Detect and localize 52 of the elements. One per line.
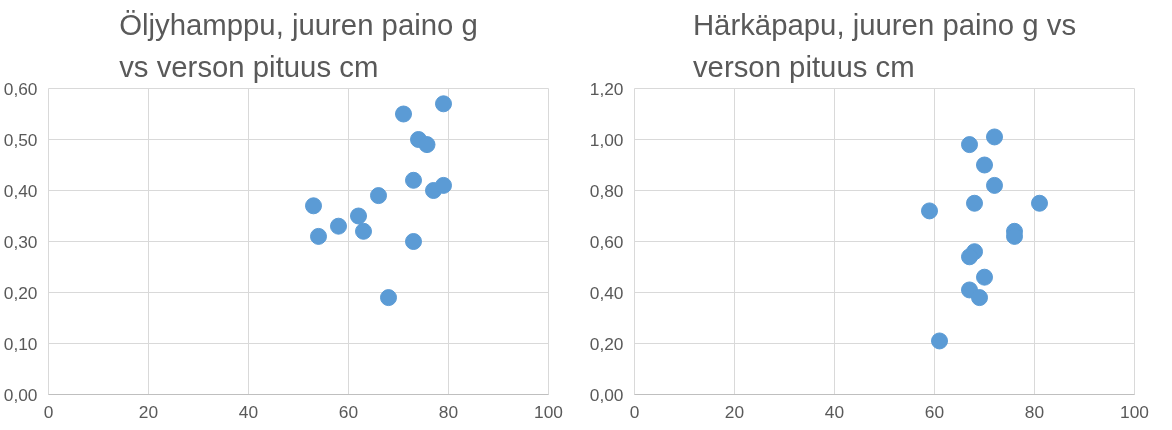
y-tick-label: 0,30 (3, 231, 38, 252)
chart-title: Öljyhamppu, juuren paino g vs verson pituus cm (119, 7, 478, 84)
y-tick-label: 0,20 (589, 333, 624, 354)
point (395, 105, 412, 123)
point (986, 176, 1003, 194)
point (961, 136, 978, 154)
chart-title: Härkäpapu, juuren paino g vs verson pituus cm (692, 7, 1077, 84)
point (405, 233, 422, 250)
point (435, 95, 452, 113)
point (435, 176, 452, 194)
point (350, 207, 367, 225)
point (405, 171, 422, 189)
x-tick-label: 60 (338, 401, 359, 422)
x-tick-label: 40 (824, 401, 845, 422)
point (921, 202, 938, 220)
point (370, 187, 387, 205)
x-tick-label: 80 (1024, 401, 1045, 422)
point (986, 128, 1003, 146)
x-tick-label: 0 (43, 401, 54, 422)
y-tick-label: 0,20 (3, 282, 38, 303)
x-tick-label: 40 (238, 401, 259, 422)
point (931, 332, 948, 350)
x-tick-label: 20 (724, 401, 745, 422)
point (305, 197, 322, 215)
point (966, 194, 983, 212)
point (310, 227, 327, 245)
x-tick-label: 100 (534, 401, 563, 422)
point (355, 222, 372, 240)
point (976, 268, 993, 286)
x-tick-label: 20 (138, 401, 159, 422)
y-tick-label: 0,40 (3, 180, 38, 201)
y-tick-label: 0,00 (3, 384, 38, 405)
x-tick-label: 100 (1120, 401, 1149, 422)
point (380, 289, 397, 307)
point (976, 156, 993, 174)
x-tick-label: 80 (438, 401, 459, 422)
y-tick-label: 1,20 (589, 78, 624, 99)
x-tick-label: 0 (629, 401, 640, 422)
y-tick-label: 0,60 (589, 231, 624, 252)
y-tick-label: 0,80 (589, 180, 624, 201)
point (418, 136, 436, 154)
y-tick-label: 0,00 (589, 384, 624, 405)
point (330, 217, 347, 235)
y-tick-label: 1,00 (589, 129, 624, 150)
point (961, 248, 978, 266)
y-tick-label: 0,40 (589, 282, 624, 303)
point (971, 289, 988, 307)
y-tick-label: 0,10 (3, 333, 38, 354)
y-tick-label: 0,50 (3, 129, 38, 150)
y-tick-label: 0,60 (3, 78, 38, 99)
point (1031, 194, 1048, 212)
x-tick-label: 60 (924, 401, 945, 422)
